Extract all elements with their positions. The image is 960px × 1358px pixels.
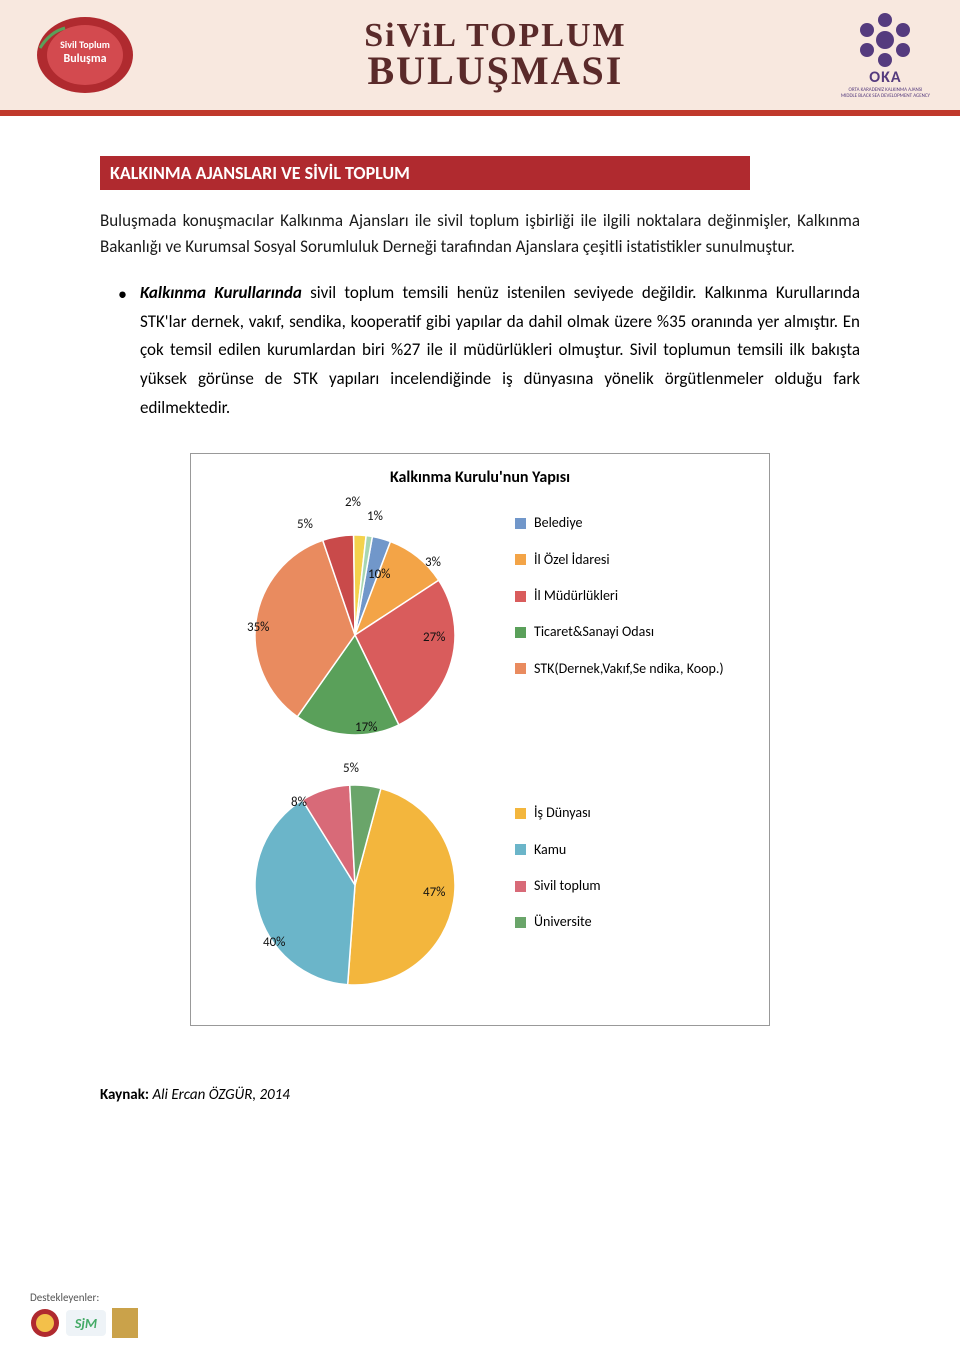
chart1-pie: 3% 10% 27% 17% 35% 5% 2% 1%: [205, 495, 485, 735]
chart-frame: Kalkınma Kurulu'nun Yapısı 3% 10% 27% 17% 35…: [190, 453, 770, 1026]
chart1-row: 3% 10% 27% 17% 35% 5% 2% 1% Belediyeİl Özel İda…: [205, 495, 755, 735]
legend-swatch: [515, 627, 526, 638]
chart2-legend: İş DünyasıKamuSivil toplumÜniversite: [515, 735, 601, 941]
pie-pct-label: 1%: [367, 509, 383, 524]
pie-pct-label: 3%: [425, 555, 441, 570]
legend-label: Ticaret&Sanayi Odası: [534, 614, 654, 650]
legend-swatch: [515, 808, 526, 819]
source-label: Kaynak:: [100, 1086, 152, 1104]
chart2-pie: 47% 40% 8% 5%: [205, 755, 485, 1005]
legend-item: İş Dünyası: [515, 795, 601, 831]
legend-item: STK(Dernek,Vakıf,Se ndika, Koop.): [515, 651, 724, 687]
legend-label: Belediye: [534, 505, 582, 541]
legend-label: Sivil toplum: [534, 868, 601, 904]
pie-pct-label: 10%: [368, 567, 390, 582]
legend-swatch: [515, 663, 526, 674]
source-text: Ali Ercan ÖZGÜR, 2014: [152, 1086, 289, 1104]
legend-item: Üniversite: [515, 904, 601, 940]
footer: Destekleyenler: SjM: [30, 1291, 138, 1338]
svg-text:Buluşma: Buluşma: [63, 52, 106, 66]
oka-logo: OKA ORTA KARADENİZ KALKINMA AJANSI MIDDL…: [841, 12, 930, 99]
legend-swatch: [515, 881, 526, 892]
source-line: Kaynak: Ali Ercan ÖZGÜR, 2014: [100, 1086, 860, 1104]
sponsor-logo-2: SjM: [66, 1310, 106, 1336]
header-title-line2: BULUŞMASI: [364, 52, 626, 90]
legend-label: İş Dünyası: [534, 795, 591, 831]
legend-item: Kamu: [515, 832, 601, 868]
pie-pct-label: 47%: [423, 885, 445, 900]
legend-item: Ticaret&Sanayi Odası: [515, 614, 724, 650]
legend-label: Kamu: [534, 832, 566, 868]
pie-pct-label: 35%: [247, 620, 269, 635]
pie-pct-label: 5%: [343, 761, 359, 776]
bullet-lead: Kalkınma Kurullarında: [140, 282, 302, 303]
legend-label: STK(Dernek,Vakıf,Se ndika, Koop.): [534, 651, 724, 687]
legend-swatch: [515, 917, 526, 928]
legend-item: İl Müdürlükleri: [515, 578, 724, 614]
chart1-legend: Belediyeİl Özel İdaresiİl MüdürlükleriTi…: [515, 495, 724, 687]
header-title: SiViL TOPLUM BULUŞMASI: [364, 20, 626, 90]
legend-item: Sivil toplum: [515, 868, 601, 904]
pie-pct-label: 17%: [355, 720, 377, 735]
main-content: KALKINMA AJANSLARI VE SİVİL TOPLUM Buluş…: [0, 116, 960, 1114]
pie-pct-label: 2%: [345, 495, 361, 510]
legend-label: İl Özel İdaresi: [534, 542, 610, 578]
chart2-row: 47% 40% 8% 5% İş DünyasıKamuSivil toplumÜni…: [205, 735, 755, 1005]
legend-swatch: [515, 554, 526, 565]
legend-swatch: [515, 518, 526, 529]
sponsor-logo-1: [30, 1308, 60, 1338]
page-header: Sivil Toplum Buluşma SiViL TOPLUM BULUŞM…: [0, 0, 960, 110]
oka-text: OKA: [869, 68, 901, 87]
event-logo-left: Sivil Toplum Buluşma: [30, 10, 150, 100]
legend-item: Belediye: [515, 505, 724, 541]
legend-item: İl Özel İdaresi: [515, 542, 724, 578]
sponsor-logo-3: [112, 1308, 138, 1338]
pie-pct-label: 27%: [423, 630, 445, 645]
pie-pct-label: 5%: [297, 517, 313, 532]
footer-label: Destekleyenler:: [30, 1291, 138, 1304]
intro-paragraph: Buluşmada konuşmacılar Kalkınma Ajanslar…: [100, 208, 860, 261]
pie-pct-label: 40%: [263, 935, 285, 950]
svg-text:Sivil Toplum: Sivil Toplum: [60, 38, 110, 51]
bullet-paragraph: Kalkınma Kurullarında sivil toplum temsi…: [100, 279, 860, 423]
svg-text:SjM: SjM: [74, 1315, 97, 1332]
section-heading: KALKINMA AJANSLARI VE SİVİL TOPLUM: [100, 156, 750, 190]
pie-pct-label: 8%: [291, 795, 307, 810]
legend-label: İl Müdürlükleri: [534, 578, 618, 614]
chart1-title: Kalkınma Kurulu'nun Yapısı: [205, 468, 755, 487]
legend-swatch: [515, 844, 526, 855]
legend-label: Üniversite: [534, 904, 592, 940]
legend-swatch: [515, 591, 526, 602]
oka-sub2: MIDDLE BLACK SEA DEVELOPMENT AGENCY: [841, 93, 930, 99]
